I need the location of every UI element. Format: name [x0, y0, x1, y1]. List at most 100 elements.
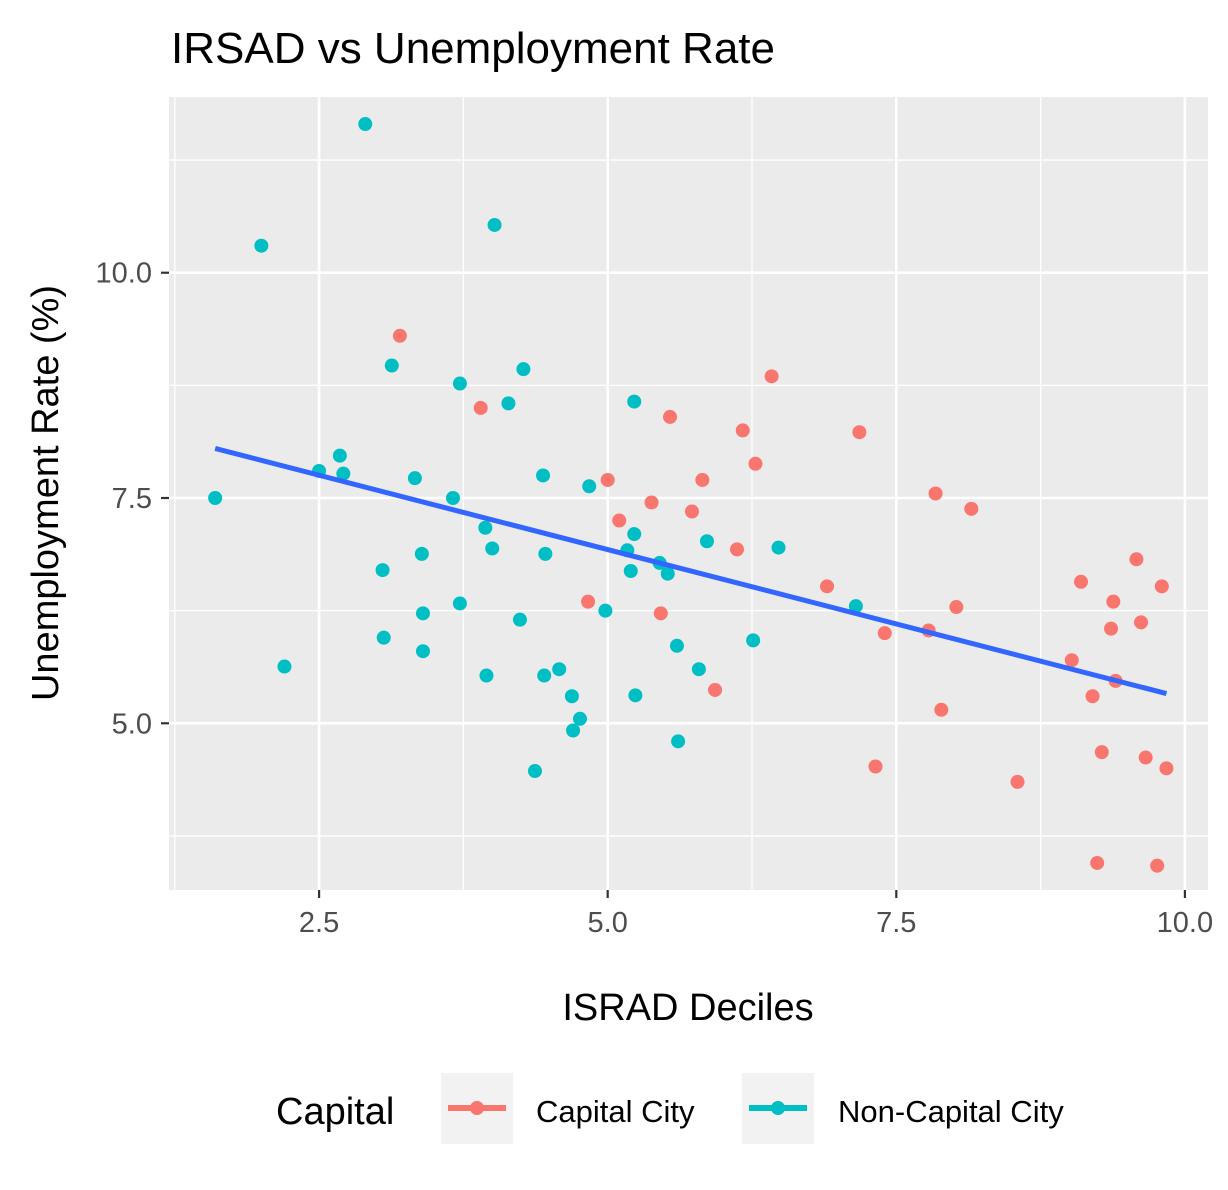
point-non-capital-city — [254, 238, 269, 253]
point-capital-city — [600, 472, 615, 487]
point-capital-city — [1138, 750, 1153, 765]
trend-line — [214, 446, 1168, 696]
point-capital-city — [653, 606, 668, 621]
point-non-capital-city — [536, 468, 551, 483]
axis-ticks — [161, 271, 1187, 898]
point-capital-city — [1064, 653, 1079, 668]
point-non-capital-city — [671, 734, 686, 749]
point-non-capital-city — [537, 668, 552, 683]
point-non-capital-city — [669, 638, 684, 653]
x-tick-label: 5.0 — [588, 907, 628, 939]
point-capital-city — [748, 456, 763, 471]
point-non-capital-city — [746, 633, 761, 648]
legend: Capital Capital City Non-Capital City — [276, 1073, 1064, 1144]
point-capital-city — [1134, 615, 1149, 630]
point-capital-city — [934, 702, 949, 717]
point-non-capital-city — [487, 217, 502, 232]
legend-label-capital-city: Capital City — [536, 1094, 695, 1129]
legend-item-non-capital-city: Non-Capital City — [742, 1073, 1064, 1144]
point-non-capital-city — [479, 668, 494, 683]
point-non-capital-city — [552, 662, 567, 677]
point-capital-city — [644, 495, 659, 510]
point-capital-city — [392, 328, 407, 343]
point-capital-city — [735, 423, 750, 438]
point-capital-city — [708, 682, 723, 697]
point-non-capital-city — [415, 644, 430, 659]
minor-gridlines — [169, 97, 1208, 890]
point-non-capital-city — [414, 546, 429, 561]
y-tick-label: 10.0 — [96, 258, 152, 290]
point-non-capital-city — [376, 630, 391, 645]
point-non-capital-city — [516, 362, 531, 377]
legend-key-point — [771, 1101, 785, 1115]
legend-title: Capital — [276, 1091, 394, 1133]
point-capital-city — [729, 542, 744, 557]
point-capital-city — [684, 504, 699, 519]
x-tick-label: 2.5 — [299, 907, 339, 939]
point-capital-city — [695, 472, 710, 487]
x-axis-title: ISRAD Deciles — [562, 987, 813, 1029]
plot-panel — [169, 97, 1208, 890]
point-non-capital-city — [501, 396, 516, 411]
point-capital-city — [1159, 761, 1174, 776]
point-capital-city — [877, 626, 892, 641]
point-capital-city — [1150, 858, 1165, 873]
point-capital-city — [764, 369, 779, 384]
point-non-capital-city — [336, 466, 351, 481]
point-capital-city — [1104, 621, 1119, 636]
point-non-capital-city — [415, 606, 430, 621]
point-non-capital-city — [277, 659, 292, 674]
point-capital-city — [1090, 855, 1105, 870]
point-non-capital-city — [332, 448, 347, 463]
point-capital-city — [1085, 689, 1100, 704]
point-non-capital-city — [660, 566, 675, 581]
point-non-capital-city — [582, 479, 597, 494]
point-non-capital-city — [564, 689, 579, 704]
point-capital-city — [663, 409, 678, 424]
point-capital-city — [1106, 594, 1121, 609]
point-non-capital-city — [452, 376, 467, 391]
point-capital-city — [928, 486, 943, 501]
point-capital-city — [581, 594, 596, 609]
point-capital-city — [473, 400, 488, 415]
y-tick-label: 7.5 — [112, 483, 152, 515]
point-non-capital-city — [527, 764, 542, 779]
major-gridlines — [169, 97, 1208, 890]
point-non-capital-city — [407, 471, 422, 486]
legend-item-capital-city: Capital City — [441, 1073, 695, 1144]
point-non-capital-city — [699, 534, 714, 549]
point-non-capital-city — [771, 540, 786, 555]
point-capital-city — [1010, 774, 1025, 789]
legend-label-non-capital-city: Non-Capital City — [838, 1094, 1064, 1129]
trend-line-layer — [214, 446, 1168, 696]
point-non-capital-city — [691, 662, 706, 677]
point-non-capital-city — [598, 603, 613, 618]
x-tick-label: 10.0 — [1157, 907, 1213, 939]
point-capital-city — [964, 501, 979, 516]
point-capital-city — [1154, 579, 1169, 594]
point-capital-city — [868, 759, 883, 774]
point-non-capital-city — [623, 563, 638, 578]
point-non-capital-city — [512, 612, 527, 627]
point-capital-city — [820, 579, 835, 594]
point-capital-city — [1074, 574, 1089, 589]
point-capital-city — [1094, 745, 1109, 760]
point-non-capital-city — [538, 546, 553, 561]
point-non-capital-city — [627, 527, 642, 542]
point-non-capital-city — [384, 358, 399, 373]
point-non-capital-city — [478, 520, 493, 535]
point-capital-city — [612, 513, 627, 528]
x-tick-label: 7.5 — [876, 907, 916, 939]
point-capital-city — [949, 600, 964, 615]
point-non-capital-city — [358, 117, 373, 132]
point-non-capital-city — [566, 723, 581, 738]
tick-labels: 2.5 5.0 7.5 10.0 5.0 7.5 10.0 — [96, 258, 1214, 939]
point-non-capital-city — [375, 563, 390, 578]
y-tick-label: 5.0 — [112, 708, 152, 740]
y-axis-title: Unemployment Rate (%) — [25, 285, 67, 701]
point-non-capital-city — [572, 711, 587, 726]
legend-key-point — [470, 1101, 484, 1115]
point-non-capital-city — [452, 596, 467, 611]
